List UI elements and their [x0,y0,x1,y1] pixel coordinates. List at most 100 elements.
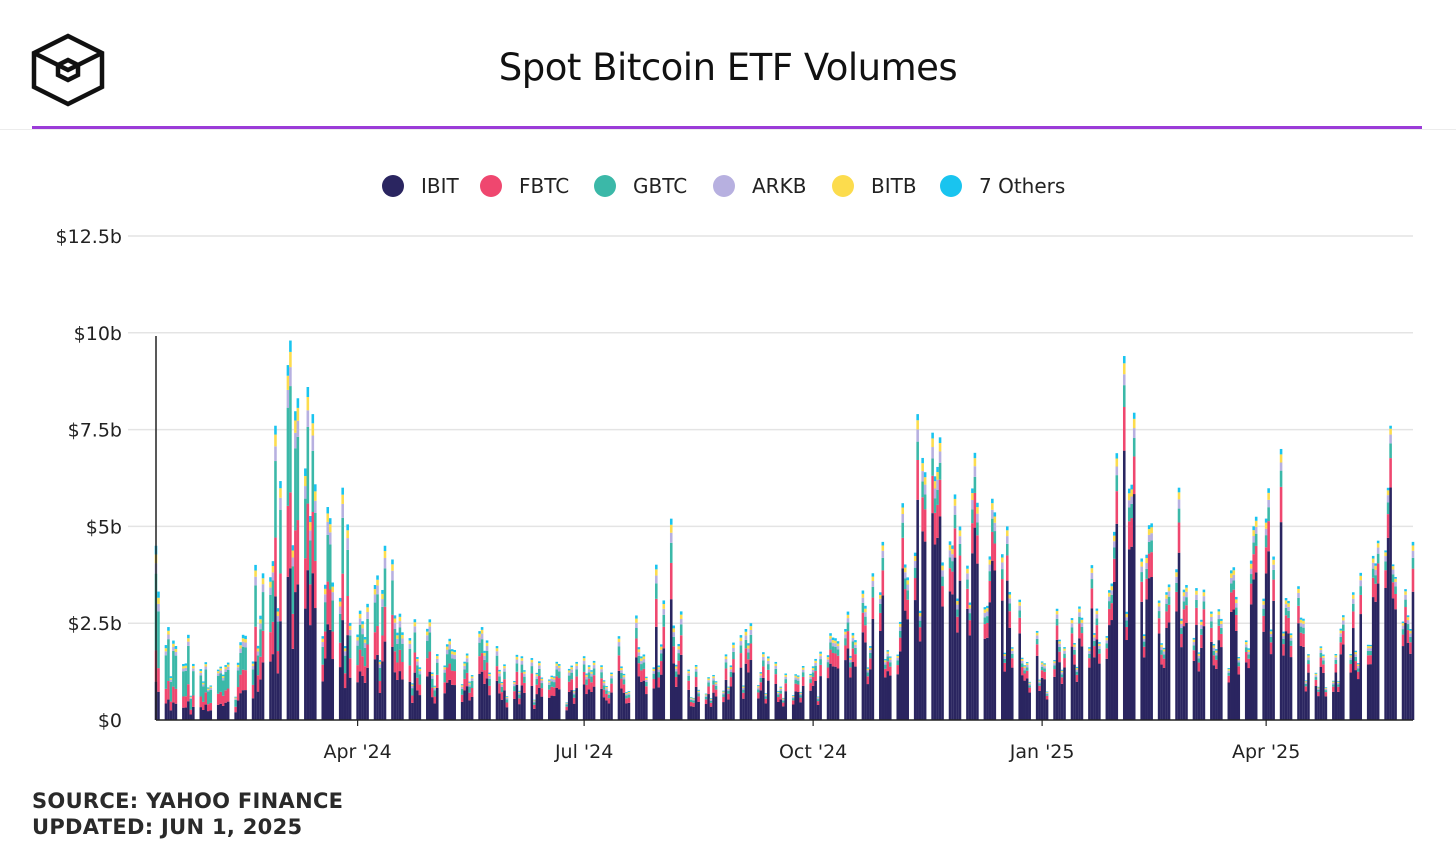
bar-segment [416,658,419,662]
bar-segment [1220,623,1223,628]
bar-segment [1249,563,1253,569]
bar-stack [1053,660,1056,720]
bar-segment [463,661,466,664]
bar-segment [1282,631,1285,634]
bar-segment [1339,633,1343,637]
bar-segment [1165,628,1168,720]
bar-segment [729,677,733,687]
bar-segment [550,678,554,682]
bar-segment [206,691,210,705]
bar-segment [157,611,160,669]
bar-segment [1078,606,1081,609]
bar-segment [1038,685,1041,691]
bar-segment [1098,648,1101,654]
bar-stack [886,650,890,720]
bar-segment [236,687,240,701]
bar-segment [627,691,631,694]
bar-segment [1063,658,1066,668]
bar-segment [373,594,377,603]
bar-segment [1282,636,1285,639]
bar-segment [694,677,698,687]
bar-segment [1025,664,1029,668]
bar-segment [1262,631,1265,720]
bar-stack [742,685,745,720]
bar-stack [692,697,695,720]
bar-segment [518,691,521,693]
bar-segment [1404,622,1407,720]
bar-stack [704,693,708,720]
bar-segment [505,699,509,703]
bar-stack [898,621,902,720]
chart-legend: IBIT FBTC GBTC ARKB BITB 7 Others [382,174,1065,198]
bar-segment [1389,425,1392,429]
bar-segment [478,642,481,657]
bar-segment [401,638,404,644]
bar-segment [408,638,412,641]
bar-segment [1145,562,1148,569]
bar-segment [1090,565,1094,569]
bar-segment [572,694,576,698]
bar-segment [1167,622,1171,720]
bar-segment [216,669,220,672]
bar-segment [625,695,628,699]
bar-segment [1279,448,1283,455]
bar-segment [1217,614,1221,620]
bar-segment [1185,597,1188,606]
bar-segment [1162,658,1166,668]
bar-stack [799,691,802,720]
bar-stack [1043,663,1046,720]
bar-segment [1078,608,1081,613]
bar-segment [478,656,481,674]
bar-segment [1391,582,1395,599]
bar-segment [433,685,437,687]
bar-segment [742,692,745,699]
bar-segment [323,631,327,659]
bar-segment [503,666,506,669]
bar-stack [784,673,788,720]
bar-segment [968,613,972,621]
bar-stack [1406,615,1410,720]
legend-swatch [480,175,502,197]
bar-segment [478,673,481,720]
bar-segment [697,693,700,697]
bar-stack [617,636,621,720]
bar-segment [590,691,593,720]
bar-segment [809,679,812,684]
bar-segment [1075,669,1079,672]
bar-segment [1175,582,1178,592]
bar-segment [834,643,837,647]
bar-segment [1322,657,1325,661]
bar-segment [1210,617,1213,622]
bar-segment [951,554,954,562]
bar-segment [1220,620,1223,624]
bar-segment [1307,657,1310,661]
bar-stack [1272,556,1275,720]
bar-segment [463,669,466,679]
bar-segment [844,628,847,632]
bar-segment [1307,654,1310,656]
bar-stack [811,666,815,720]
bar-segment [903,578,907,590]
bar-segment [896,654,900,656]
bar-stack [1090,565,1094,720]
bar-segment [976,563,979,720]
bar-segment [1110,586,1114,591]
bar-segment [627,691,631,692]
bar-segment [1349,672,1353,720]
bar-segment [1140,566,1143,573]
bar-segment [174,688,178,704]
bar-segment [988,564,992,572]
bar-segment [764,694,768,696]
bar-segment [600,665,603,667]
bar-stack [1249,560,1253,720]
bar-segment [251,698,255,720]
bar-segment [1020,675,1024,720]
bar-segment [657,687,661,720]
bar-segment [416,690,419,720]
bar-segment [637,676,641,720]
bar-segment [846,614,850,619]
bar-segment [157,691,160,720]
bar-stack [814,658,817,720]
bar-segment [1374,583,1377,602]
bar-segment [662,608,666,615]
